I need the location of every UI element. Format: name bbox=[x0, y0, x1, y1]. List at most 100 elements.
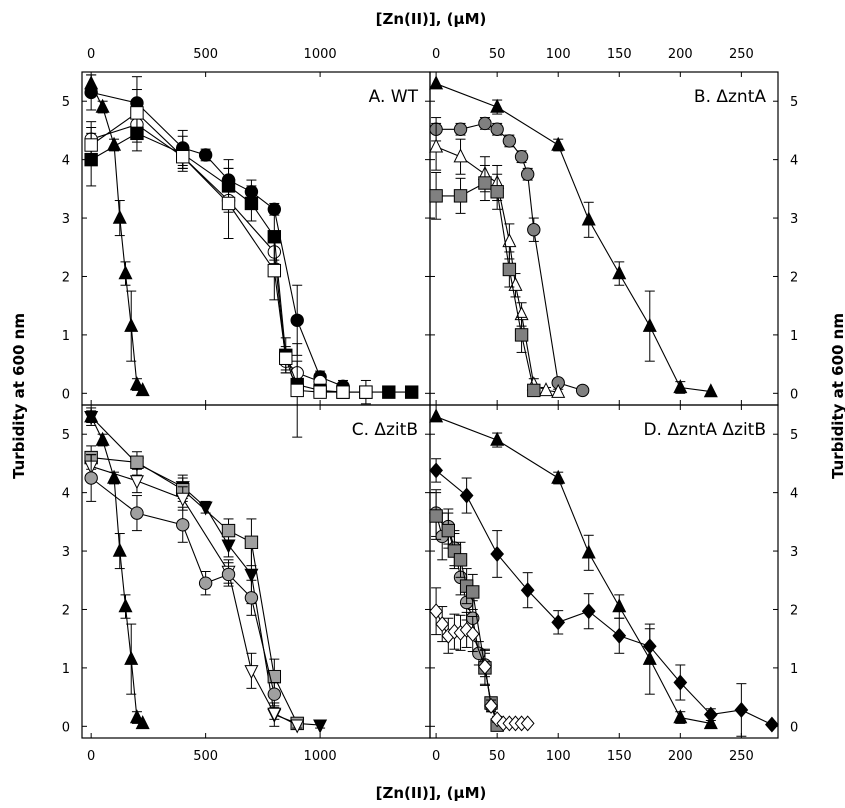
data-point bbox=[429, 138, 444, 153]
series-D-2 bbox=[429, 458, 779, 737]
data-point bbox=[765, 716, 779, 733]
y-tick-label: 0 bbox=[62, 387, 70, 402]
data-point bbox=[176, 150, 190, 164]
series-D-1 bbox=[429, 408, 718, 730]
series-line bbox=[436, 122, 583, 391]
y-axis-title-right: Turbidity at 600 nm bbox=[829, 313, 845, 479]
data-point bbox=[527, 383, 541, 398]
data-point bbox=[490, 711, 505, 728]
x-axis-title-top: [Zn(II)], (μM) bbox=[376, 10, 487, 28]
panel-label: C. ΔzitB bbox=[352, 420, 418, 440]
data-point bbox=[490, 185, 504, 199]
y-tick-label: 1 bbox=[62, 329, 70, 344]
data-point bbox=[95, 431, 110, 446]
series-line bbox=[90, 112, 366, 393]
data-point bbox=[130, 106, 144, 120]
series-B-1 bbox=[429, 75, 718, 398]
data-point bbox=[313, 719, 328, 734]
data-point bbox=[135, 715, 150, 730]
y-tick-label: 1 bbox=[62, 662, 70, 677]
data-point bbox=[290, 719, 305, 734]
data-point bbox=[429, 189, 443, 203]
data-point bbox=[575, 383, 590, 398]
data-point bbox=[453, 148, 468, 163]
data-point bbox=[490, 122, 504, 136]
data-point bbox=[290, 383, 304, 398]
y-axis-title-left: Turbidity at 600 nm bbox=[10, 313, 28, 479]
x-tick-label: 250 bbox=[729, 749, 754, 764]
x-tick-label: 200 bbox=[668, 47, 693, 62]
y-tick-label: 4 bbox=[62, 487, 70, 502]
x-tick-label: 50 bbox=[489, 47, 506, 62]
x-tick-label: 100 bbox=[546, 47, 571, 62]
data-point bbox=[244, 535, 259, 549]
panel-label: D. ΔzntA ΔzitB bbox=[643, 420, 766, 440]
data-point bbox=[84, 138, 98, 152]
series-B-4 bbox=[429, 164, 541, 398]
data-point bbox=[538, 382, 554, 397]
x-tick-label: 1000 bbox=[304, 47, 337, 62]
data-point bbox=[244, 665, 259, 680]
x-tick-label: 250 bbox=[729, 47, 754, 62]
data-point bbox=[581, 544, 596, 559]
data-point bbox=[484, 697, 498, 714]
y-tick-label: 4 bbox=[62, 154, 70, 169]
series-line bbox=[90, 83, 144, 391]
series-line bbox=[435, 469, 773, 726]
series-line bbox=[91, 465, 298, 726]
panel-D: 0 50 100 150 200 250 0 1 2 3 4 5 D. ΔzntA ΔzitB bbox=[429, 404, 798, 764]
panel-label: A. WT bbox=[369, 87, 419, 107]
x-tick-label: 0 bbox=[432, 749, 440, 764]
data-point bbox=[176, 518, 190, 532]
x-tick-label: 100 bbox=[546, 749, 571, 764]
series-line bbox=[435, 416, 711, 724]
data-point bbox=[130, 455, 144, 469]
y-tick-label: 0 bbox=[62, 720, 70, 735]
data-point bbox=[429, 603, 443, 620]
data-point bbox=[221, 523, 236, 538]
data-point bbox=[465, 626, 480, 642]
y-tick-label: 1 bbox=[790, 662, 798, 677]
data-point bbox=[290, 313, 304, 327]
data-point bbox=[124, 650, 139, 665]
data-point bbox=[267, 263, 282, 278]
x-tick-label: 1000 bbox=[304, 749, 337, 764]
data-point bbox=[124, 317, 139, 332]
data-point bbox=[112, 542, 127, 557]
data-point bbox=[551, 469, 566, 484]
panel-label: B. ΔzntA bbox=[694, 87, 766, 107]
data-point bbox=[107, 136, 122, 151]
data-point bbox=[520, 715, 535, 732]
data-point bbox=[453, 122, 468, 136]
y-tick-label: 0 bbox=[790, 387, 798, 402]
series-line bbox=[90, 416, 144, 724]
data-point bbox=[382, 385, 396, 399]
data-point bbox=[459, 487, 474, 504]
data-point bbox=[734, 701, 749, 718]
data-point bbox=[502, 134, 517, 148]
data-point bbox=[198, 501, 213, 516]
data-point bbox=[478, 658, 492, 675]
data-point bbox=[551, 136, 566, 151]
data-point bbox=[84, 85, 98, 100]
data-point bbox=[581, 211, 596, 226]
data-point bbox=[175, 492, 190, 507]
data-point bbox=[478, 176, 492, 190]
data-point bbox=[198, 148, 213, 162]
data-point bbox=[551, 614, 566, 631]
y-tick-label: 5 bbox=[790, 428, 798, 443]
panel-B: 0 50 100 150 200 250 0 1 2 3 4 5 B. ΔzntA bbox=[429, 47, 798, 406]
data-point bbox=[198, 576, 213, 590]
series-B-2 bbox=[429, 116, 590, 398]
data-point bbox=[642, 638, 657, 655]
series-A-4 bbox=[84, 115, 419, 399]
data-point bbox=[673, 709, 688, 724]
data-point bbox=[84, 471, 98, 485]
data-point bbox=[435, 616, 450, 633]
data-point bbox=[221, 196, 236, 211]
x-tick-label: 150 bbox=[607, 749, 632, 764]
data-point bbox=[429, 408, 444, 423]
data-point bbox=[429, 462, 443, 479]
data-point bbox=[673, 674, 688, 691]
